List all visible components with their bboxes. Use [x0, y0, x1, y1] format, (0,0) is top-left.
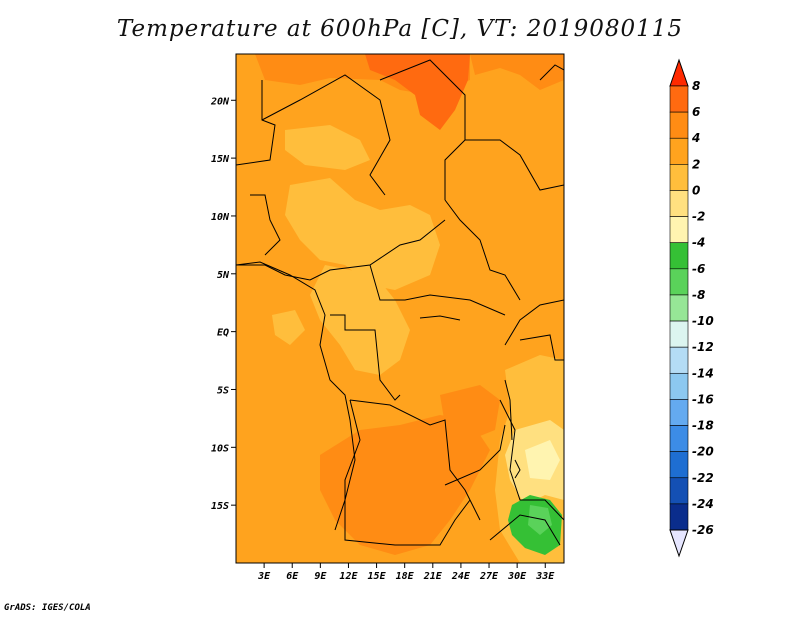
border-line — [379, 59, 466, 200]
latitude-axis: 20N 15N 10N 5N EQ 5S 10S 15S — [210, 96, 236, 512]
field-6to8 — [365, 54, 470, 130]
y-tick-label: 20N — [210, 96, 230, 107]
colorbar-label: -6 — [692, 262, 705, 276]
border-line — [261, 74, 391, 196]
border-line — [444, 424, 506, 486]
colorbar-segment — [669, 242, 689, 270]
colorbar-segment — [669, 190, 689, 217]
colorbar-segment — [669, 216, 689, 244]
x-tick-label: 27E — [479, 571, 499, 582]
colorbar-bottom-arrow — [669, 529, 689, 558]
colorbar-segment — [669, 137, 689, 165]
x-tick-label: 6E — [286, 571, 299, 582]
border-line — [236, 80, 276, 166]
colorbar-segment — [669, 451, 689, 479]
temperature-field — [236, 54, 564, 563]
border-line — [250, 194, 281, 256]
colorbar-segment — [669, 477, 689, 505]
field-0to2-sahel — [285, 178, 440, 290]
colorbar-segment — [669, 425, 689, 452]
x-tick-label: 12E — [339, 571, 358, 582]
colorbar-label: 8 — [692, 79, 700, 93]
y-tick-label: 10S — [211, 443, 229, 454]
colorbar-segment — [669, 294, 689, 322]
x-tick-label: 3E — [257, 571, 271, 582]
colorbar-label: 6 — [692, 105, 700, 119]
colorbar-label: -10 — [692, 314, 714, 328]
colorbar-label: 2 — [692, 157, 700, 171]
x-tick-label: 30E — [507, 571, 527, 582]
colorbar-top-arrow — [669, 58, 689, 87]
colorbar-segment — [669, 111, 689, 139]
y-tick-label: 10N — [211, 212, 230, 223]
border-line — [444, 199, 521, 301]
border-line — [344, 399, 471, 546]
colorbar-label: 4 — [691, 131, 700, 145]
colorbar-segment — [669, 503, 689, 531]
colorbar-label: -4 — [692, 236, 705, 250]
colorbar-label: -12 — [692, 340, 714, 354]
country-borders — [236, 59, 564, 546]
colorbar-segment — [669, 320, 689, 348]
y-tick-label: 5S — [217, 385, 229, 396]
longitude-axis: 3E 6E 9E 12E 15E 18E 21E 24E 27E 30E 33E — [257, 563, 555, 582]
border-line — [519, 334, 564, 361]
border-line — [330, 314, 401, 401]
map-title: Temperature at 600hPa [C], VT: 201908011… — [116, 16, 684, 42]
colorbar-label: -16 — [692, 392, 714, 406]
x-tick-label: 15E — [368, 571, 387, 582]
colorbar-label: -18 — [692, 419, 714, 433]
field-4to6-southeast — [440, 385, 500, 440]
border-line — [539, 64, 564, 81]
border-line — [349, 399, 481, 521]
border-line — [489, 514, 561, 546]
y-tick-label: 15S — [211, 501, 229, 512]
lake-outline — [514, 459, 521, 479]
field-minus8to-6 — [528, 505, 552, 535]
lake-outline — [419, 315, 461, 321]
colorbar-label: -14 — [692, 366, 714, 380]
colorbar-segment — [669, 399, 689, 426]
field-4to6-northeast — [470, 54, 564, 90]
field-0to2-west — [272, 310, 305, 345]
x-tick-label: 9E — [314, 571, 327, 582]
colorbar-label: 0 — [692, 183, 700, 197]
x-tick-label: 24E — [451, 571, 471, 582]
border-line — [465, 139, 564, 191]
field-0to2-upper — [285, 125, 370, 170]
field-minus4to-2-east — [525, 440, 560, 480]
lake-outline — [504, 379, 513, 441]
colorbar-label: -22 — [692, 471, 714, 485]
colorbar-segment — [669, 164, 689, 191]
colorbar-label: -20 — [692, 445, 714, 459]
colorbar-label: -8 — [692, 288, 705, 302]
colorbar-label: -26 — [692, 523, 714, 537]
colorbar-segment — [669, 346, 689, 374]
y-tick-label: EQ — [217, 328, 229, 339]
y-tick-label: 15N — [211, 154, 230, 165]
border-line — [504, 299, 564, 346]
border-line — [369, 264, 506, 316]
border-line — [236, 219, 446, 281]
coastline — [236, 261, 356, 531]
border-line — [499, 399, 564, 521]
field-0to2-central — [310, 265, 410, 375]
colorbar-segment — [669, 85, 689, 113]
colorbar-segment — [669, 372, 689, 400]
colorbar-label: -24 — [692, 497, 714, 511]
x-tick-label: 21E — [423, 571, 443, 582]
grads-credit: GrADS: IGES/COLA — [4, 603, 91, 613]
x-tick-label: 33E — [535, 571, 555, 582]
y-tick-label: 5N — [217, 270, 230, 281]
colorbar-segment — [669, 268, 689, 296]
x-tick-label: 18E — [396, 571, 415, 582]
map-frame — [235, 53, 565, 564]
colorbar-label: -2 — [692, 210, 705, 224]
colorbar: 8 6 4 2 0 -2 -4 -6 -8 -10 -12 -14 -16 -18 -20 -22 -24 -26 — [669, 58, 714, 558]
